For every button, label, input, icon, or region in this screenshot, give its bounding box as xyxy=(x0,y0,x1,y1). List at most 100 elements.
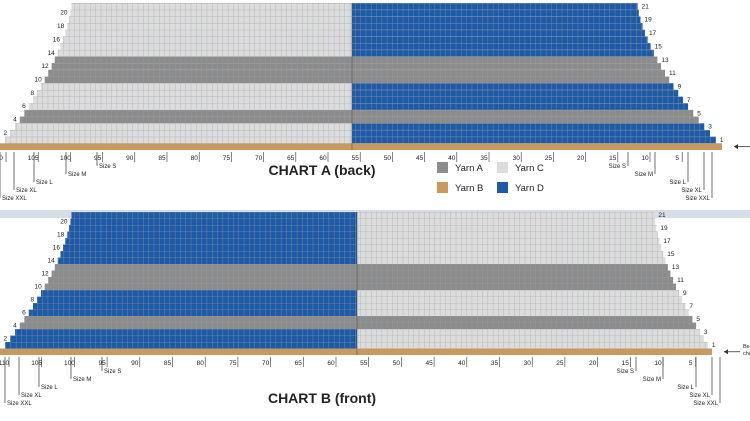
chart-a-column-number: 95 xyxy=(94,155,102,162)
chart-a-row-number-left: 6 xyxy=(22,103,26,110)
chart-b-row-grid xyxy=(70,218,656,225)
chart-a-column-number: 5 xyxy=(675,155,679,162)
chart-b-row-number-left: 2 xyxy=(4,335,8,342)
chart-b-column-number: 10 xyxy=(654,360,662,367)
chart-a-row-number-left: 14 xyxy=(47,50,55,57)
chart-b-column-number: 90 xyxy=(131,360,139,367)
chart-a-row-number-right: 11 xyxy=(669,70,676,77)
chart-a-row-number-left: 8 xyxy=(30,90,34,97)
chart-b-column-number: 100 xyxy=(64,360,75,367)
chart-b-size-label-left: Size XXL xyxy=(7,401,32,407)
chart-b-row-number-right: 13 xyxy=(672,264,680,271)
chart-a-row-grid xyxy=(54,56,658,64)
chart-b-row-grid xyxy=(32,303,686,310)
chart-b-size-label-left: Size L xyxy=(41,385,58,391)
legend-swatch-yarn-d xyxy=(497,182,508,193)
chart-b-row-number-right: 17 xyxy=(663,238,671,245)
chart-a-row-number-right: 19 xyxy=(645,17,653,24)
chart-a-row-number-left: 18 xyxy=(57,23,65,30)
chart-b-row-grid xyxy=(71,212,655,219)
chart-b-column-number: 40 xyxy=(458,360,466,367)
chart-b-begin-label: Begin xyxy=(743,344,750,350)
chart-b-row-grid xyxy=(65,238,660,245)
chart-b-column-number: 75 xyxy=(229,360,237,367)
chart-b-row-grid xyxy=(62,244,662,251)
chart-b-row-grid xyxy=(40,290,679,297)
chart-a-row-grid xyxy=(37,89,679,97)
chart-a-size-label-right: Size S xyxy=(609,164,626,170)
chart-b-row-grid xyxy=(5,342,708,349)
chart-a-column-number: 75 xyxy=(223,155,231,162)
chart-a-size-label-left: Size M xyxy=(68,172,86,178)
chart-b-size-label-right: Size XXL xyxy=(693,401,718,407)
chart-a-row-number-right: 7 xyxy=(687,97,691,104)
chart-b-row-number-left: 16 xyxy=(53,244,61,251)
chart-b-column-number: 30 xyxy=(524,360,532,367)
chart-b-row-number-right: 3 xyxy=(704,329,708,336)
chart-b-size-label-left: Size XL xyxy=(21,393,42,399)
chart-b-row-number-left: 14 xyxy=(47,257,55,264)
chart-a-column-number: 30 xyxy=(513,155,521,162)
legend-swatch-yarn-c xyxy=(497,162,508,173)
chart-b-row-number-left: 20 xyxy=(60,218,68,225)
chart-a-column-number: 25 xyxy=(545,155,553,162)
chart-a-column-number: 80 xyxy=(191,155,199,162)
chart-a-column-number: 55 xyxy=(352,155,360,162)
chart-a-column-number: 20 xyxy=(577,155,585,162)
chart-a-row-grid xyxy=(15,123,705,130)
chart-b-column-number: 45 xyxy=(425,360,433,367)
legend-swatch-yarn-b xyxy=(437,182,448,193)
chart-a-row-grid xyxy=(0,143,722,150)
chart-a-row-number-left: 2 xyxy=(4,130,8,137)
chart-a-row-number-right: 21 xyxy=(642,3,650,10)
chart-b-row-number-right: 9 xyxy=(683,290,687,297)
chart-a-column-number: 105 xyxy=(28,155,39,162)
chart-b-row-number-left: 18 xyxy=(57,231,65,238)
chart-b-begin-label: chart xyxy=(743,351,750,357)
chart-b-row-number-right: 11 xyxy=(677,277,684,284)
chart-a-row-grid xyxy=(57,49,654,57)
chart-b-column-number: 105 xyxy=(31,360,42,367)
chart-a-row-number-left: 12 xyxy=(41,63,49,70)
chart-b-row-grid xyxy=(24,316,693,323)
chart-b-row-grid xyxy=(0,348,712,355)
chart-a-row-grid xyxy=(5,136,716,144)
chart-b-column-number: 80 xyxy=(197,360,205,367)
chart-b-column-number: 5 xyxy=(689,360,693,367)
chart-a-column-number: 50 xyxy=(384,155,392,162)
chart-b-row-grid xyxy=(48,277,674,284)
chart-b-column-number: 55 xyxy=(360,360,368,367)
chart-b-row-grid xyxy=(54,264,668,271)
chart-a-size-label-right: Size XL xyxy=(681,188,702,194)
chart-b-size-label-right: Size S xyxy=(617,369,634,375)
chart-a-row-number-right: 5 xyxy=(697,110,701,117)
legend-swatch-yarn-a xyxy=(437,162,448,173)
chart-b-row-number-left: 12 xyxy=(41,270,49,277)
chart-a-row-number-right: 17 xyxy=(649,30,657,37)
chart-a-column-number: 10 xyxy=(641,155,649,162)
chart-b-title: CHART B (front) xyxy=(268,390,376,406)
chart-b-column-number: 20 xyxy=(589,360,597,367)
chart-a-row-number-right: 15 xyxy=(655,43,663,50)
chart-b-row-grid xyxy=(57,257,666,264)
chart-b-column-number: 25 xyxy=(556,360,564,367)
chart-a-row-grid xyxy=(48,69,666,77)
chart-a-size-label-left: Size XXL xyxy=(2,196,27,202)
chart-b-size-label-left: Size M xyxy=(73,377,91,383)
chart-a-row-grid xyxy=(28,103,689,110)
chart-b-row-number-right: 15 xyxy=(667,251,675,258)
chart-a-row-grid xyxy=(51,63,662,70)
chart-b-row-number-right: 1 xyxy=(712,342,716,349)
chart-a-row-grid xyxy=(65,29,645,37)
chart-b-size-label-right: Size XL xyxy=(689,393,710,399)
chart-b-column-number: 50 xyxy=(393,360,401,367)
chart-b-row-grid xyxy=(44,283,676,290)
chart-a-title: CHART A (back) xyxy=(268,162,375,178)
chart-a-column-number: 70 xyxy=(255,155,263,162)
chart-a-row-grid xyxy=(24,109,694,117)
chart-b-row-grid xyxy=(67,231,658,238)
chart-b-column-number: 65 xyxy=(295,360,303,367)
chart-a-size-label-left: Size L xyxy=(36,180,53,186)
chart-a-size-label-right: Size M xyxy=(635,172,653,178)
chart-b-size-label-left: Size S xyxy=(104,369,121,375)
